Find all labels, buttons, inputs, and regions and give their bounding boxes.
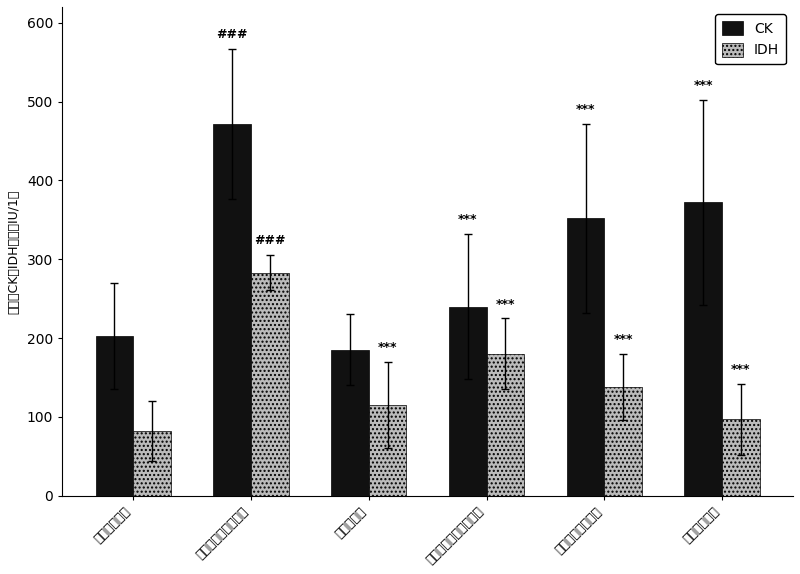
Text: ***: *** (496, 297, 515, 311)
Text: ###: ### (216, 28, 248, 41)
Bar (566, 218, 604, 496)
Bar (369, 405, 406, 496)
Bar (134, 431, 171, 496)
Bar (449, 307, 486, 496)
Y-axis label: 血清中CK和IDH水平（IU/1）: 血清中CK和IDH水平（IU/1） (7, 189, 20, 313)
Bar (214, 123, 251, 496)
Bar (331, 350, 369, 496)
Bar (251, 273, 289, 496)
Text: ***: *** (694, 79, 713, 92)
Text: ***: *** (731, 363, 750, 376)
Bar (95, 336, 134, 496)
Text: ***: *** (576, 103, 595, 116)
Text: ***: *** (378, 341, 398, 354)
Bar (722, 420, 760, 496)
Text: ***: *** (614, 333, 633, 346)
Text: ###: ### (254, 234, 286, 247)
Legend: CK, IDH: CK, IDH (715, 14, 786, 64)
Bar (685, 203, 722, 496)
Text: ***: *** (458, 213, 478, 226)
Bar (486, 354, 524, 496)
Bar (604, 387, 642, 496)
